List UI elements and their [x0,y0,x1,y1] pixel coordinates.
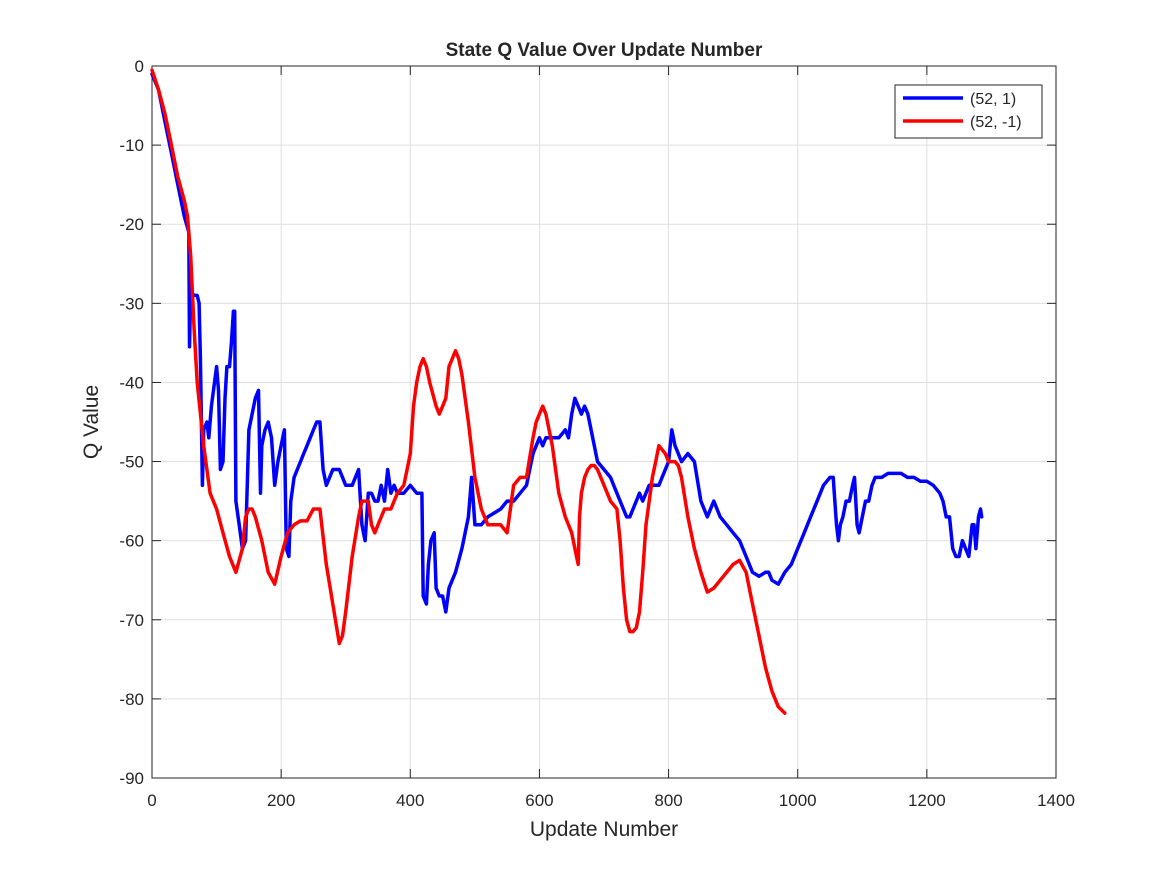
x-tick-label: 800 [654,791,682,810]
y-tick-label: -60 [119,532,144,551]
legend-label-52-1: (52, 1) [970,91,1016,108]
legend: (52, 1) (52, -1) [894,84,1043,139]
series-line-52-neg1 [150,68,787,715]
y-tick-label: -40 [119,373,144,392]
x-tick-label: 600 [525,791,553,810]
x-tick-label: 1400 [1037,791,1075,810]
legend-box [894,84,1043,139]
y-tick-label: 0 [135,57,144,76]
y-tick-label: -70 [119,611,144,630]
series-line-52-1 [150,72,984,614]
x-tick-label: 400 [396,791,424,810]
axis-ticks: 0 200 400 600 800 1000 1200 1400 0 -10 -20 -30 -40 -5… [119,57,1074,810]
series [150,68,984,715]
y-tick-label: -30 [119,294,144,313]
x-axis-label: Update Number [530,818,678,841]
x-tick-label: 1200 [908,791,946,810]
y-axis-label: Q Value [80,385,103,459]
x-tick-label: 200 [267,791,295,810]
y-tick-label: -90 [119,769,144,788]
grid [152,66,1056,778]
y-tick-label: -80 [119,690,144,709]
y-tick-label: -20 [119,215,144,234]
x-tick-label: 1000 [779,791,817,810]
y-tick-label: -50 [119,453,144,472]
x-tick-label: 0 [147,791,156,810]
plot-area [151,65,1057,779]
legend-label-52-neg1: (52, -1) [970,114,1022,131]
chart-title: State Q Value Over Update Number [446,40,763,61]
y-tick-label: -10 [119,136,144,155]
